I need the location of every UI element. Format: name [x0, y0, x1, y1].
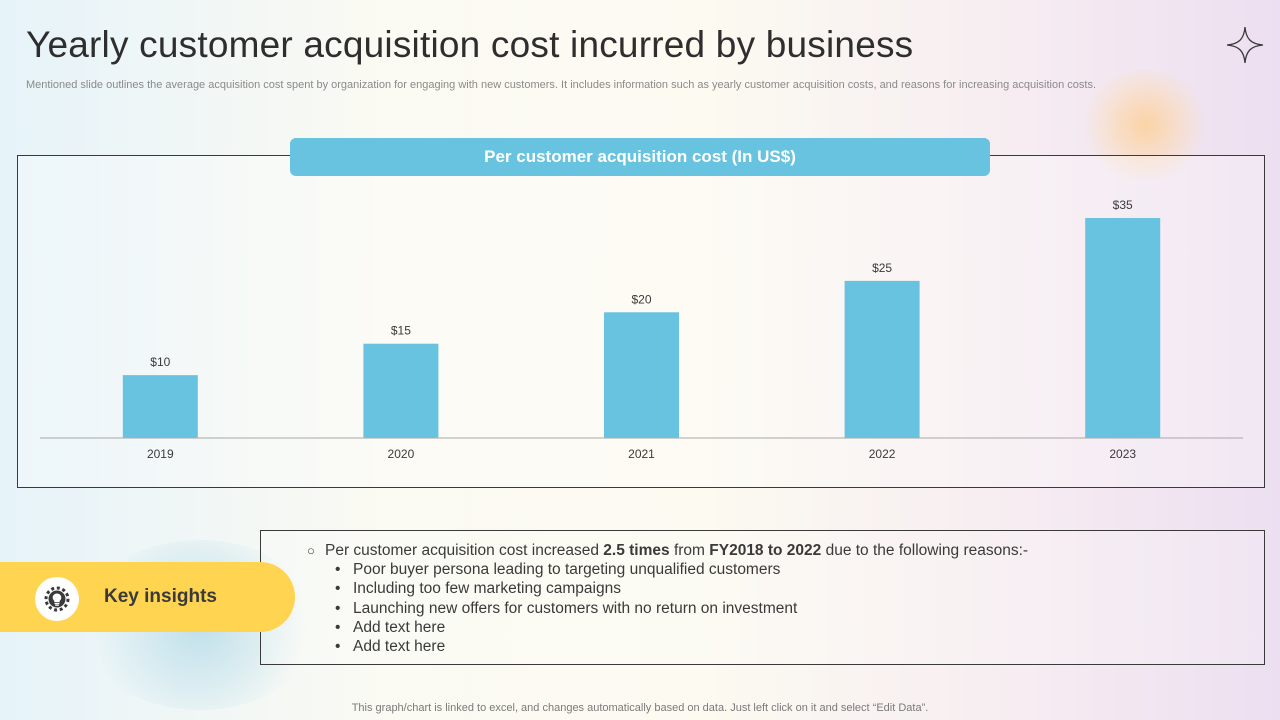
- insight-bullet: • Add text here: [307, 618, 1028, 637]
- insight-highlight: 2.5 times: [603, 542, 670, 559]
- insight-bullet-text: Including too few marketing campaigns: [353, 580, 621, 598]
- insight-bullet-text: Add text here: [353, 637, 446, 655]
- insight-text: from: [669, 542, 710, 559]
- insight-bullet-text: Poor buyer persona leading to targeting …: [353, 561, 781, 579]
- chart-header: Per customer acquisition cost (In US$): [290, 138, 990, 176]
- circle-bullet-icon: ○: [307, 543, 315, 558]
- insight-bullet: • Launching new offers for customers with…: [307, 599, 1028, 618]
- page-subtitle: Mentioned slide outlines the average acq…: [26, 79, 1097, 91]
- insight-bullet-text: Add text here: [353, 618, 446, 636]
- bullet-dot-icon: •: [335, 637, 341, 655]
- sparkle-icon: [1226, 26, 1264, 64]
- insight-text: due to the following reasons:-: [821, 542, 1029, 559]
- insight-main-point: ○ Per customer acquisition cost increased…: [307, 541, 1028, 560]
- insight-bullet: • Add text here: [307, 637, 1028, 656]
- lightbulb-gear-icon: [35, 577, 79, 621]
- insight-highlight: FY2018 to 2022: [709, 542, 822, 559]
- insights-box: ○ Per customer acquisition cost increased…: [260, 530, 1265, 665]
- insight-bullet: • Including too few marketing campaigns: [307, 579, 1028, 598]
- insight-bullet: • Poor buyer persona leading to targeting…: [307, 560, 1028, 579]
- insight-text: Per customer acquisition cost increased: [325, 542, 604, 559]
- bullet-dot-icon: •: [335, 599, 341, 617]
- footnote: This graph/chart is linked to excel, and…: [351, 702, 929, 714]
- page-title: Yearly customer acquisition cost incurre…: [26, 24, 914, 65]
- decorative-orange-glow: [1080, 70, 1210, 180]
- insight-bullet-text: Launching new offers for customers with …: [353, 599, 798, 617]
- key-insights-pill: Key insights: [0, 562, 295, 632]
- insights-list: ○ Per customer acquisition cost increased…: [307, 541, 1028, 656]
- bullet-dot-icon: •: [335, 561, 341, 579]
- key-insights-label: Key insights: [104, 586, 217, 607]
- bullet-dot-icon: •: [335, 618, 341, 636]
- chart-frame: [17, 155, 1265, 488]
- bullet-dot-icon: •: [335, 580, 341, 598]
